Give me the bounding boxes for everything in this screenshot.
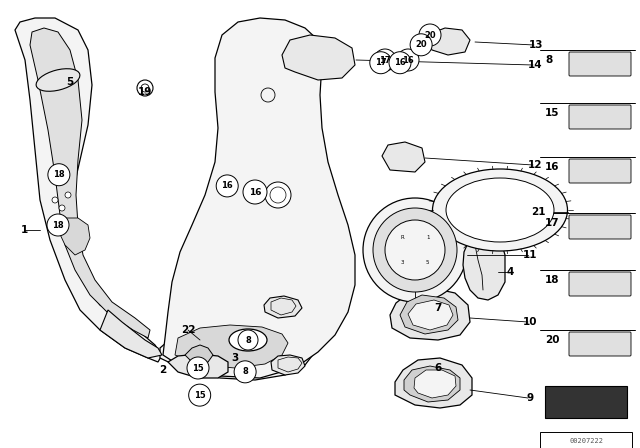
Circle shape xyxy=(385,220,445,280)
Text: 00207222: 00207222 xyxy=(569,438,603,444)
Text: 5: 5 xyxy=(426,260,429,265)
Text: R: R xyxy=(401,235,404,240)
Text: 11: 11 xyxy=(523,250,537,260)
Text: 15: 15 xyxy=(194,391,205,400)
Ellipse shape xyxy=(229,329,267,351)
Polygon shape xyxy=(382,142,425,172)
Circle shape xyxy=(48,164,70,186)
Text: 16: 16 xyxy=(249,188,261,197)
Circle shape xyxy=(216,175,238,197)
Circle shape xyxy=(265,182,291,208)
Circle shape xyxy=(52,197,58,203)
Text: 17: 17 xyxy=(375,58,387,67)
Polygon shape xyxy=(414,370,456,398)
Polygon shape xyxy=(428,28,470,55)
Bar xyxy=(540,432,632,448)
Circle shape xyxy=(397,49,419,71)
Text: 8: 8 xyxy=(243,367,248,376)
Polygon shape xyxy=(271,355,305,375)
Circle shape xyxy=(234,361,256,383)
Text: 22: 22 xyxy=(180,325,195,335)
Text: 18: 18 xyxy=(52,220,64,229)
Text: 7: 7 xyxy=(435,303,442,313)
Polygon shape xyxy=(282,35,355,80)
Circle shape xyxy=(65,192,71,198)
Text: 16: 16 xyxy=(221,181,233,190)
Polygon shape xyxy=(168,354,228,378)
Polygon shape xyxy=(400,295,458,334)
FancyBboxPatch shape xyxy=(569,52,631,76)
FancyBboxPatch shape xyxy=(569,159,631,183)
Polygon shape xyxy=(408,300,453,330)
Circle shape xyxy=(389,52,411,74)
Polygon shape xyxy=(395,358,472,408)
Circle shape xyxy=(47,214,69,236)
Polygon shape xyxy=(163,18,355,378)
FancyBboxPatch shape xyxy=(569,105,631,129)
Text: 5: 5 xyxy=(67,77,74,87)
Polygon shape xyxy=(15,18,162,362)
Text: 20: 20 xyxy=(545,335,559,345)
Text: 18: 18 xyxy=(545,275,559,285)
Text: 15: 15 xyxy=(545,108,559,118)
Text: 18: 18 xyxy=(53,170,65,179)
Text: 9: 9 xyxy=(527,393,534,403)
Text: 6: 6 xyxy=(435,363,442,373)
Text: 1: 1 xyxy=(426,235,429,240)
Circle shape xyxy=(59,205,65,211)
Text: 20: 20 xyxy=(415,40,427,49)
Circle shape xyxy=(238,330,258,350)
Polygon shape xyxy=(160,320,315,380)
Text: 21: 21 xyxy=(531,207,545,217)
Text: 10: 10 xyxy=(523,317,537,327)
Text: 13: 13 xyxy=(529,40,543,50)
Text: 19: 19 xyxy=(138,87,152,97)
Text: 16: 16 xyxy=(402,56,414,65)
Circle shape xyxy=(374,49,396,71)
FancyBboxPatch shape xyxy=(569,215,631,239)
Polygon shape xyxy=(264,296,302,318)
Circle shape xyxy=(243,180,267,204)
Polygon shape xyxy=(58,218,90,255)
Text: 1: 1 xyxy=(20,225,28,235)
Circle shape xyxy=(187,357,209,379)
Text: 15: 15 xyxy=(192,363,204,372)
Text: 2: 2 xyxy=(159,365,166,375)
Ellipse shape xyxy=(433,169,568,251)
Polygon shape xyxy=(463,232,505,300)
Polygon shape xyxy=(404,366,460,402)
Polygon shape xyxy=(30,28,150,338)
Text: 14: 14 xyxy=(528,60,542,70)
Text: 3: 3 xyxy=(401,260,404,265)
Text: 17: 17 xyxy=(545,218,559,228)
Text: 3: 3 xyxy=(232,353,239,363)
Text: 16: 16 xyxy=(394,58,406,67)
FancyBboxPatch shape xyxy=(569,332,631,356)
Text: 8: 8 xyxy=(245,336,251,345)
Circle shape xyxy=(370,52,392,74)
Polygon shape xyxy=(185,345,213,364)
Circle shape xyxy=(363,198,467,302)
Text: 4: 4 xyxy=(506,267,514,277)
Text: 20: 20 xyxy=(424,30,436,39)
Text: 8: 8 xyxy=(545,55,552,65)
FancyBboxPatch shape xyxy=(545,386,627,418)
Circle shape xyxy=(373,208,457,292)
Polygon shape xyxy=(390,288,470,340)
Text: 17: 17 xyxy=(379,56,391,65)
Circle shape xyxy=(189,384,211,406)
FancyBboxPatch shape xyxy=(569,272,631,296)
Text: 12: 12 xyxy=(528,160,542,170)
Ellipse shape xyxy=(36,69,80,91)
Ellipse shape xyxy=(446,178,554,242)
Polygon shape xyxy=(175,325,288,368)
Text: 16: 16 xyxy=(545,162,559,172)
Circle shape xyxy=(419,24,441,46)
Circle shape xyxy=(410,34,432,56)
Polygon shape xyxy=(100,310,162,358)
